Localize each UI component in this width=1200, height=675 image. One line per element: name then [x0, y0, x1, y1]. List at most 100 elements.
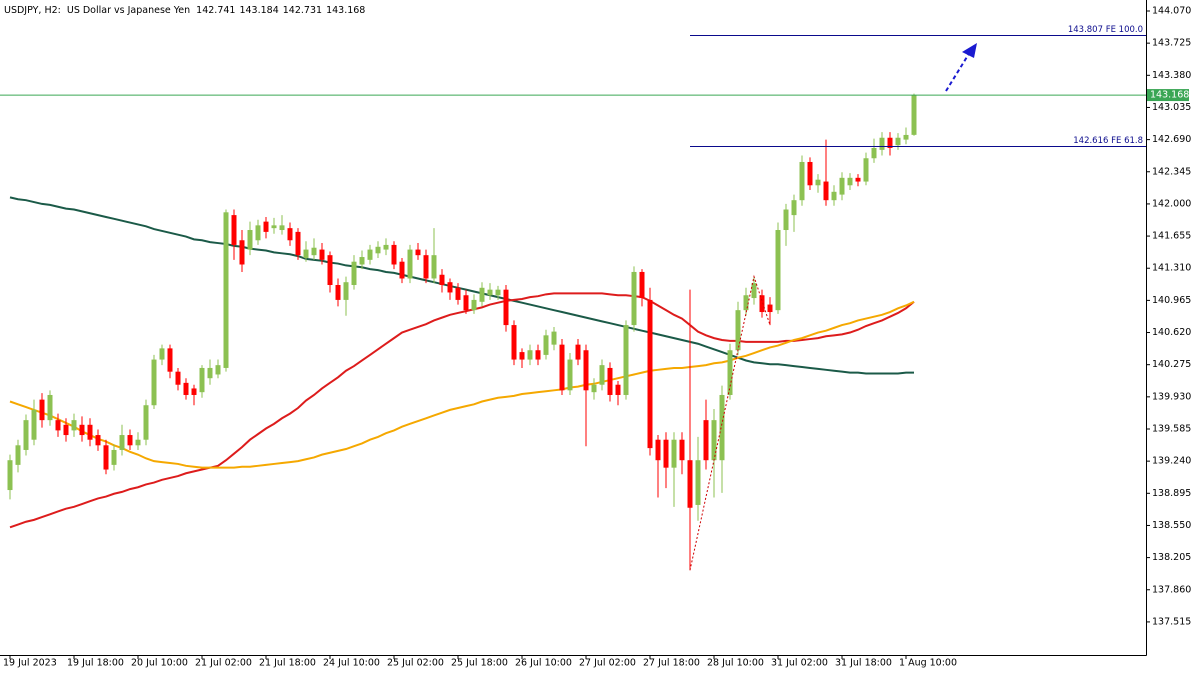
x-tick-label: 25 Jul 18:00 — [451, 658, 508, 669]
y-tick-label: 143.035 — [1152, 102, 1191, 113]
candle-body — [375, 246, 381, 254]
candle-body — [423, 255, 429, 279]
candle-body — [79, 424, 85, 436]
moving-average — [9, 300, 915, 469]
candle-body — [679, 439, 685, 461]
candle-body — [7, 460, 13, 491]
header-close: 143.168 — [326, 5, 365, 16]
candle-body — [319, 249, 325, 260]
candle-body — [551, 331, 557, 345]
candle-body — [63, 424, 69, 436]
candle-body — [215, 365, 221, 375]
y-tick-label: 137.860 — [1152, 584, 1191, 595]
fib-level-label: 142.616 FE 61.8 — [1073, 136, 1143, 146]
candle-body — [127, 435, 133, 446]
candle-body — [207, 367, 213, 379]
candle-body — [535, 350, 541, 360]
candle-body — [351, 261, 357, 286]
candle-body — [255, 225, 261, 241]
candle-body — [47, 394, 53, 421]
candle-body — [527, 350, 533, 360]
candle-body — [103, 445, 109, 470]
candle-body — [879, 137, 885, 150]
candle-body — [831, 191, 837, 201]
candle-body — [199, 367, 205, 393]
candle-body — [175, 371, 181, 385]
candle-body — [383, 244, 389, 250]
candle-body — [711, 420, 717, 461]
candle-body — [863, 158, 869, 182]
arrow-head — [962, 43, 977, 58]
y-tick-label: 139.240 — [1152, 456, 1191, 467]
candle-body — [191, 388, 197, 395]
candle-body — [223, 212, 229, 368]
candle-body — [911, 95, 917, 135]
y-tick-label: 142.690 — [1152, 134, 1191, 145]
candle-body — [895, 137, 901, 146]
candle-body — [759, 295, 765, 313]
candle-body — [431, 255, 437, 279]
candle-body — [855, 177, 861, 182]
candle-body — [647, 299, 653, 449]
candle-body — [247, 230, 253, 250]
x-tick-label: 1 Aug 10:00 — [899, 658, 957, 669]
candle-body — [639, 271, 645, 299]
candle-body — [775, 230, 781, 311]
candle-body — [39, 399, 45, 421]
candle-body — [703, 420, 709, 461]
x-tick-label: 31 Jul 02:00 — [771, 658, 828, 669]
x-tick-label: 21 Jul 18:00 — [259, 658, 316, 669]
candle-body — [391, 244, 397, 265]
y-tick-label: 139.930 — [1152, 391, 1191, 402]
candle-body — [687, 460, 693, 508]
y-tick-label: 138.205 — [1152, 552, 1191, 563]
candle-body — [15, 445, 21, 465]
candle-body — [567, 359, 573, 391]
x-tick-label: 27 Jul 02:00 — [579, 658, 636, 669]
candle-body — [719, 394, 725, 461]
candle-body — [407, 249, 413, 279]
candle-body — [167, 348, 173, 372]
candle-body — [447, 282, 453, 293]
candle-body — [871, 147, 877, 159]
candle-body — [31, 409, 37, 440]
candle-body — [607, 367, 613, 395]
y-tick-label: 142.345 — [1152, 166, 1191, 177]
candle-body — [455, 287, 461, 300]
candle-body — [559, 344, 565, 391]
candle-body — [335, 285, 341, 300]
y-tick-label: 140.965 — [1152, 295, 1191, 306]
y-tick-label: 141.310 — [1152, 263, 1191, 274]
y-tick-label: 142.000 — [1152, 198, 1191, 209]
candle-body — [399, 261, 405, 279]
candle-body — [847, 177, 853, 186]
candle-body — [815, 179, 821, 186]
candle-body — [903, 134, 909, 140]
candle-body — [767, 304, 773, 313]
x-tick-label: 28 Jul 10:00 — [707, 658, 764, 669]
moving-average — [9, 196, 914, 375]
candle-body — [751, 283, 757, 299]
candle-body — [583, 350, 589, 391]
candle-body — [543, 335, 549, 355]
candle-body — [87, 424, 93, 440]
description: US Dollar vs Japanese Yen — [67, 5, 190, 16]
candle-body — [479, 287, 485, 302]
candle-body — [471, 299, 477, 311]
y-tick-label: 144.070 — [1152, 5, 1191, 16]
candle-body — [807, 161, 813, 186]
header-low: 142.731 — [283, 5, 322, 16]
y-tick-label: 139.585 — [1152, 423, 1191, 434]
candle-body — [487, 289, 493, 296]
y-tick-label: 137.515 — [1152, 616, 1191, 627]
header-high: 143.184 — [239, 5, 278, 16]
candle-body — [735, 310, 741, 351]
candle-body — [503, 289, 509, 326]
candle-body — [695, 460, 701, 505]
x-tick-label: 21 Jul 02:00 — [195, 658, 252, 669]
candle-body — [327, 255, 333, 286]
fib-trendline — [689, 274, 771, 571]
